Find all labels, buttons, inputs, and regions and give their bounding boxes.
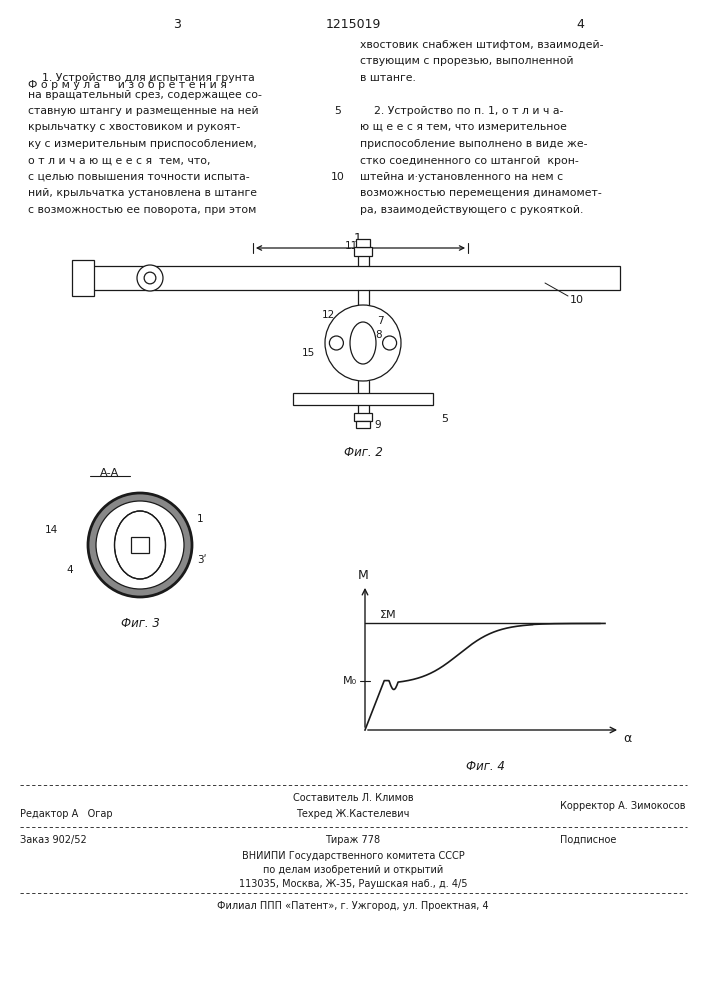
- Text: возможностью перемещения динамомет-: возможностью перемещения динамомет-: [360, 188, 602, 198]
- FancyBboxPatch shape: [354, 413, 372, 421]
- Text: Фиг. 4: Фиг. 4: [466, 760, 504, 773]
- Text: Филиал ППП «Патент», г. Ужгород, ул. Проектная, 4: Филиал ППП «Патент», г. Ужгород, ул. Про…: [217, 901, 489, 911]
- Text: 15: 15: [302, 348, 315, 358]
- Text: приспособление выполнено в виде же-: приспособление выполнено в виде же-: [360, 139, 588, 149]
- Circle shape: [329, 336, 344, 350]
- Ellipse shape: [115, 511, 165, 579]
- Text: ВНИИПИ Государственного комитета СССР: ВНИИПИ Государственного комитета СССР: [242, 851, 464, 861]
- Text: 4: 4: [66, 565, 73, 575]
- Text: 11: 11: [345, 241, 358, 251]
- FancyBboxPatch shape: [72, 260, 94, 296]
- FancyBboxPatch shape: [356, 421, 370, 428]
- Text: Корректор А. Зимокосов: Корректор А. Зимокосов: [560, 801, 686, 811]
- Text: Техред Ж.Кастелевич: Техред Ж.Кастелевич: [296, 809, 409, 819]
- Text: Фиг. 2: Фиг. 2: [344, 446, 382, 459]
- Text: о т л и ч а ю щ е е с я  тем, что,: о т л и ч а ю щ е е с я тем, что,: [28, 155, 211, 165]
- Text: крыльчатку с хвостовиком и рукоят-: крыльчатку с хвостовиком и рукоят-: [28, 122, 240, 132]
- Text: Фиг. 3: Фиг. 3: [121, 617, 160, 630]
- Text: 5: 5: [441, 414, 448, 424]
- Text: 1: 1: [197, 514, 204, 524]
- Text: 1215019: 1215019: [325, 18, 380, 31]
- Circle shape: [137, 265, 163, 291]
- Circle shape: [96, 501, 184, 589]
- Text: Составитель Л. Климов: Составитель Л. Климов: [293, 793, 414, 803]
- FancyBboxPatch shape: [356, 239, 370, 247]
- FancyBboxPatch shape: [131, 537, 149, 553]
- Text: 3ʹ: 3ʹ: [197, 555, 206, 565]
- Text: M₀: M₀: [343, 676, 357, 686]
- Text: в штанге.: в штанге.: [360, 73, 416, 83]
- Circle shape: [382, 336, 397, 350]
- Text: 1. Устройство для испытания грунта: 1. Устройство для испытания грунта: [28, 73, 255, 83]
- Text: α: α: [623, 732, 631, 745]
- Text: Заказ 902/52: Заказ 902/52: [20, 835, 87, 845]
- Text: 2. Устройство по п. 1, о т л и ч а-: 2. Устройство по п. 1, о т л и ч а-: [360, 106, 563, 116]
- Text: 12: 12: [322, 310, 335, 320]
- Circle shape: [88, 493, 192, 597]
- Text: А-А: А-А: [100, 468, 119, 478]
- FancyBboxPatch shape: [90, 266, 620, 290]
- Text: Тираж 778: Тираж 778: [325, 835, 380, 845]
- Text: M: M: [358, 569, 368, 582]
- Text: хвостовик снабжен штифтом, взаимодей-: хвостовик снабжен штифтом, взаимодей-: [360, 40, 604, 50]
- Text: 14: 14: [45, 525, 58, 535]
- Text: ний, крыльчатка установлена в штанге: ний, крыльчатка установлена в штанге: [28, 188, 257, 198]
- FancyBboxPatch shape: [293, 393, 433, 405]
- Text: 8: 8: [375, 330, 382, 340]
- Text: 10: 10: [570, 295, 584, 305]
- Text: 9: 9: [374, 420, 380, 430]
- Text: ра, взаимодействующего с рукояткой.: ра, взаимодействующего с рукояткой.: [360, 205, 583, 215]
- Text: 5: 5: [334, 106, 341, 116]
- Text: ΣМ: ΣМ: [380, 610, 397, 620]
- Text: Редактор А   Огар: Редактор А Огар: [20, 809, 112, 819]
- Text: ставную штангу и размещенные на ней: ставную штангу и размещенные на ней: [28, 106, 259, 116]
- Text: ю щ е е с я тем, что измерительное: ю щ е е с я тем, что измерительное: [360, 122, 567, 132]
- Text: ку с измерительным приспособлением,: ку с измерительным приспособлением,: [28, 139, 257, 149]
- FancyBboxPatch shape: [354, 247, 372, 256]
- Text: 113035, Москва, Ж-35, Раушская наб., д. 4/5: 113035, Москва, Ж-35, Раушская наб., д. …: [239, 879, 467, 889]
- Ellipse shape: [350, 322, 376, 364]
- Text: 4: 4: [576, 18, 584, 31]
- Text: 10: 10: [331, 172, 345, 182]
- Text: с целью повышения точности испыта-: с целью повышения точности испыта-: [28, 172, 250, 182]
- Circle shape: [325, 305, 401, 381]
- Circle shape: [144, 272, 156, 284]
- Text: с возможностью ее поворота, при этом: с возможностью ее поворота, при этом: [28, 205, 257, 215]
- Text: ствующим с прорезью, выполненной: ствующим с прорезью, выполненной: [360, 56, 573, 66]
- Text: 3: 3: [173, 18, 181, 31]
- Text: Подписное: Подписное: [560, 835, 617, 845]
- Text: 1: 1: [354, 232, 362, 245]
- Text: 7: 7: [377, 316, 384, 326]
- Text: на вращательный срез, содержащее со-: на вращательный срез, содержащее со-: [28, 90, 262, 100]
- Text: по делам изобретений и открытий: по делам изобретений и открытий: [263, 865, 443, 875]
- Text: стко соединенного со штангой  крон-: стко соединенного со штангой крон-: [360, 155, 579, 165]
- Text: штейна и·установленного на нем с: штейна и·установленного на нем с: [360, 172, 563, 182]
- Text: Ф о р м у л а     и з о б р е т е н и я: Ф о р м у л а и з о б р е т е н и я: [28, 80, 227, 90]
